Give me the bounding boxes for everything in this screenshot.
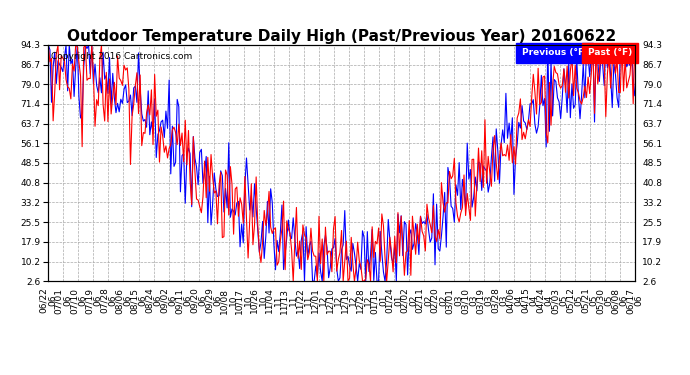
Title: Outdoor Temperature Daily High (Past/Previous Year) 20160622: Outdoor Temperature Daily High (Past/Pre…: [67, 29, 616, 44]
Legend: Previous (°F), Past (°F): Previous (°F), Past (°F): [520, 46, 634, 59]
Text: Copyright 2016 Cartronics.com: Copyright 2016 Cartronics.com: [51, 52, 193, 61]
